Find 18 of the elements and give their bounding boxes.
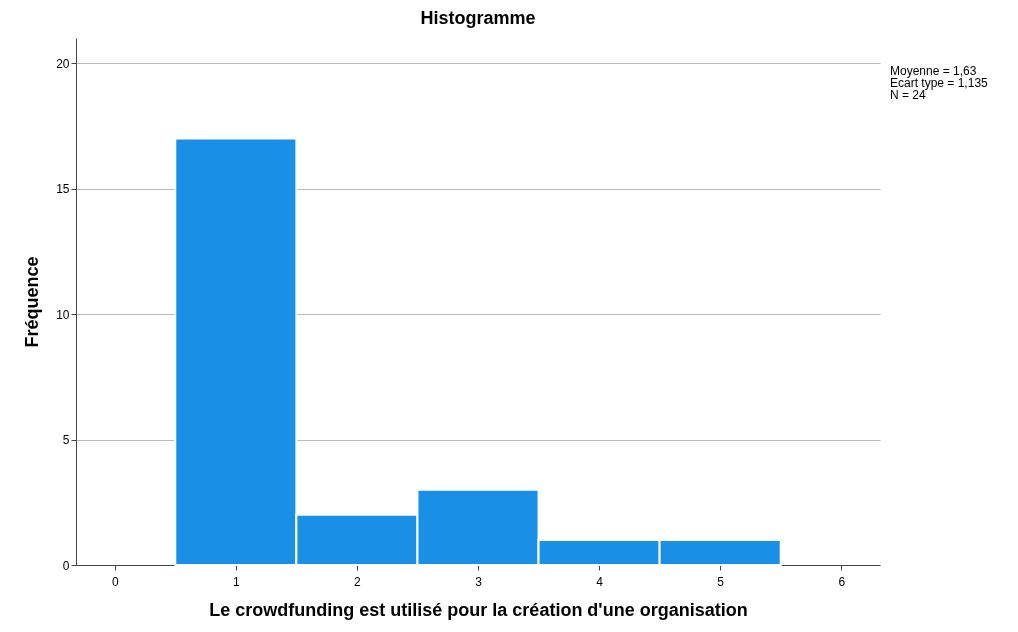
x-tick-label: 2 xyxy=(354,574,362,589)
y-tick-label: 20 xyxy=(56,56,70,71)
chart-title: Histogramme xyxy=(420,8,536,28)
x-tick-label: 5 xyxy=(717,574,725,589)
x-tick-label: 0 xyxy=(111,574,119,589)
y-axis-title: Fréquence xyxy=(22,256,43,348)
x-tick-label: 6 xyxy=(838,574,846,589)
y-tick-label: 5 xyxy=(62,433,70,448)
y-tick-label: 10 xyxy=(56,307,70,322)
text: Ecart type = 1,135 xyxy=(890,76,989,90)
x-tick-label: 3 xyxy=(475,574,483,589)
text: Moyenne = 1,63 xyxy=(890,64,977,78)
y-tick-label: 15 xyxy=(56,182,70,197)
y-tick-label: 0 xyxy=(62,558,70,573)
x-axis-title: Le crowdfunding est utilisé pour la création d'une organisation xyxy=(209,599,748,620)
x-tick-label: 4 xyxy=(596,574,604,589)
x-tick-label: 1 xyxy=(232,574,240,589)
text: N = 24 xyxy=(890,88,927,102)
